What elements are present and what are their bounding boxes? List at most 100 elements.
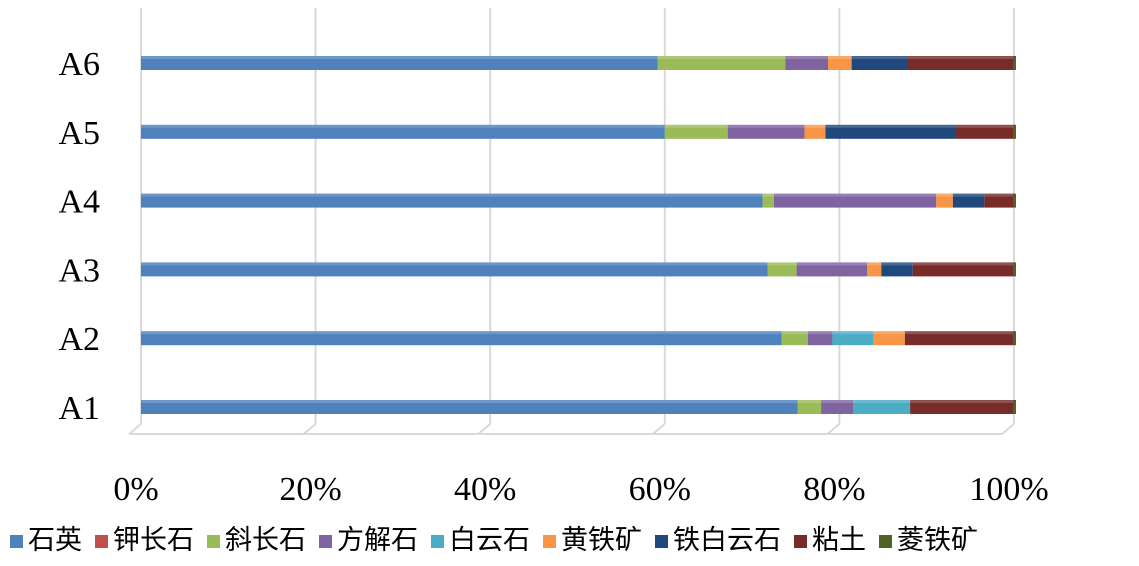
bar-segment: [904, 331, 1014, 346]
x-tick-label: 20%: [279, 471, 341, 508]
bar-bevel: [657, 56, 786, 59]
bar-bevel: [141, 193, 763, 197]
legend-swatch: [10, 535, 23, 548]
gridlines: [128, 8, 1015, 435]
gridline-base: [826, 423, 841, 435]
legend-label: 钾长石: [113, 525, 194, 556]
bar-bevel: [785, 56, 829, 59]
bar-bevel: [825, 124, 956, 128]
bar-bevel: [796, 262, 868, 266]
legend-label: 铁白云石: [673, 525, 781, 556]
bar-bevel: [797, 400, 822, 403]
gridline-base: [477, 423, 491, 435]
bar-segment: [910, 400, 1014, 414]
category-label: A4: [58, 184, 100, 221]
bar-bevel: [727, 124, 805, 128]
legend-label: 方解石: [337, 525, 418, 556]
bar-bevel: [141, 400, 798, 403]
bar-bevel: [141, 124, 665, 128]
x-tick-label: 60%: [629, 471, 691, 508]
legend-label: 黄铁矿: [561, 525, 642, 556]
bar-segment: [727, 124, 805, 139]
bar-bevel: [952, 193, 985, 197]
bar-segment: [867, 262, 882, 277]
bar-segment: [984, 193, 1014, 208]
bar-end-cap: [1013, 331, 1016, 346]
bar-segment: [796, 262, 868, 277]
bar-bevel: [767, 262, 797, 266]
bar-bevel: [807, 331, 833, 335]
bar-segment: [141, 400, 798, 414]
x-tick-label: 100%: [969, 471, 1048, 508]
bar-segment: [804, 124, 826, 139]
bars: [141, 56, 1016, 414]
bar-bevel: [955, 124, 1014, 128]
gridline-base: [128, 423, 142, 435]
gridline-base: [302, 423, 317, 435]
bar-end-cap: [1013, 400, 1016, 414]
bar-segment: [912, 262, 1014, 277]
bar-segment: [807, 331, 833, 346]
legend: 石英 钾长石 斜长石 方解石 白云石 黄铁矿 铁白云石 粘土 菱铁矿: [10, 525, 978, 556]
category-label: A3: [58, 252, 100, 289]
bar-bevel: [853, 400, 911, 403]
bar-segment: [797, 400, 822, 414]
bar-segment: [828, 56, 852, 70]
bar-bevel: [762, 193, 774, 197]
bar-bevel: [904, 331, 1014, 335]
legend-swatch: [655, 535, 668, 548]
bar-segment: [832, 331, 874, 346]
bar-segment: [141, 331, 782, 346]
category-label: A2: [58, 321, 100, 358]
legend-swatch: [543, 535, 556, 548]
legend-swatch: [319, 535, 332, 548]
gridline-base: [652, 423, 666, 435]
bar-bevel: [851, 56, 908, 59]
bar-segment: [767, 262, 797, 277]
bar-bevel: [804, 124, 826, 128]
bar-bevel: [910, 400, 1014, 403]
legend-swatch: [794, 535, 807, 548]
bar-bevel: [141, 331, 782, 335]
bar-bevel: [873, 331, 905, 335]
bar-segment: [781, 331, 808, 346]
bar-segment: [907, 56, 1014, 70]
bar-segment: [141, 56, 658, 70]
bar-segment: [762, 193, 774, 208]
category-label: A1: [58, 390, 100, 427]
bar-bevel: [881, 262, 913, 266]
bar-segment: [821, 400, 854, 414]
bar-end-cap: [1013, 262, 1016, 277]
bar-bevel: [773, 193, 937, 197]
bar-bevel: [832, 331, 874, 335]
bar-segment: [141, 124, 665, 139]
bar-bevel: [821, 400, 854, 403]
category-labels: A1 A2 A3 A4 A5 A6: [58, 46, 100, 427]
legend-label: 斜长石: [225, 525, 306, 556]
bar-segment: [141, 193, 763, 208]
bar-bevel: [984, 193, 1014, 197]
bar-segment: [936, 193, 953, 208]
legend-label: 白云石: [449, 525, 530, 556]
bar-segment: [873, 331, 905, 346]
bar-segment: [881, 262, 913, 277]
bar-segment: [955, 124, 1014, 139]
bar-segment: [664, 124, 728, 139]
bar-bevel: [936, 193, 953, 197]
x-tick-label: 40%: [454, 471, 516, 508]
bar-segment: [141, 262, 768, 277]
category-label: A6: [58, 46, 100, 83]
bar-bevel: [912, 262, 1014, 266]
legend-swatch: [95, 535, 108, 548]
legend-label: 石英: [28, 525, 82, 556]
bar-bevel: [867, 262, 882, 266]
x-tick-label: 80%: [803, 471, 865, 508]
bar-segment: [853, 400, 911, 414]
bar-segment: [851, 56, 908, 70]
bar-segment: [657, 56, 786, 70]
bar-bevel: [141, 262, 768, 266]
bar-segment: [785, 56, 829, 70]
bar-end-cap: [1013, 56, 1016, 70]
bar-bevel: [907, 56, 1014, 59]
